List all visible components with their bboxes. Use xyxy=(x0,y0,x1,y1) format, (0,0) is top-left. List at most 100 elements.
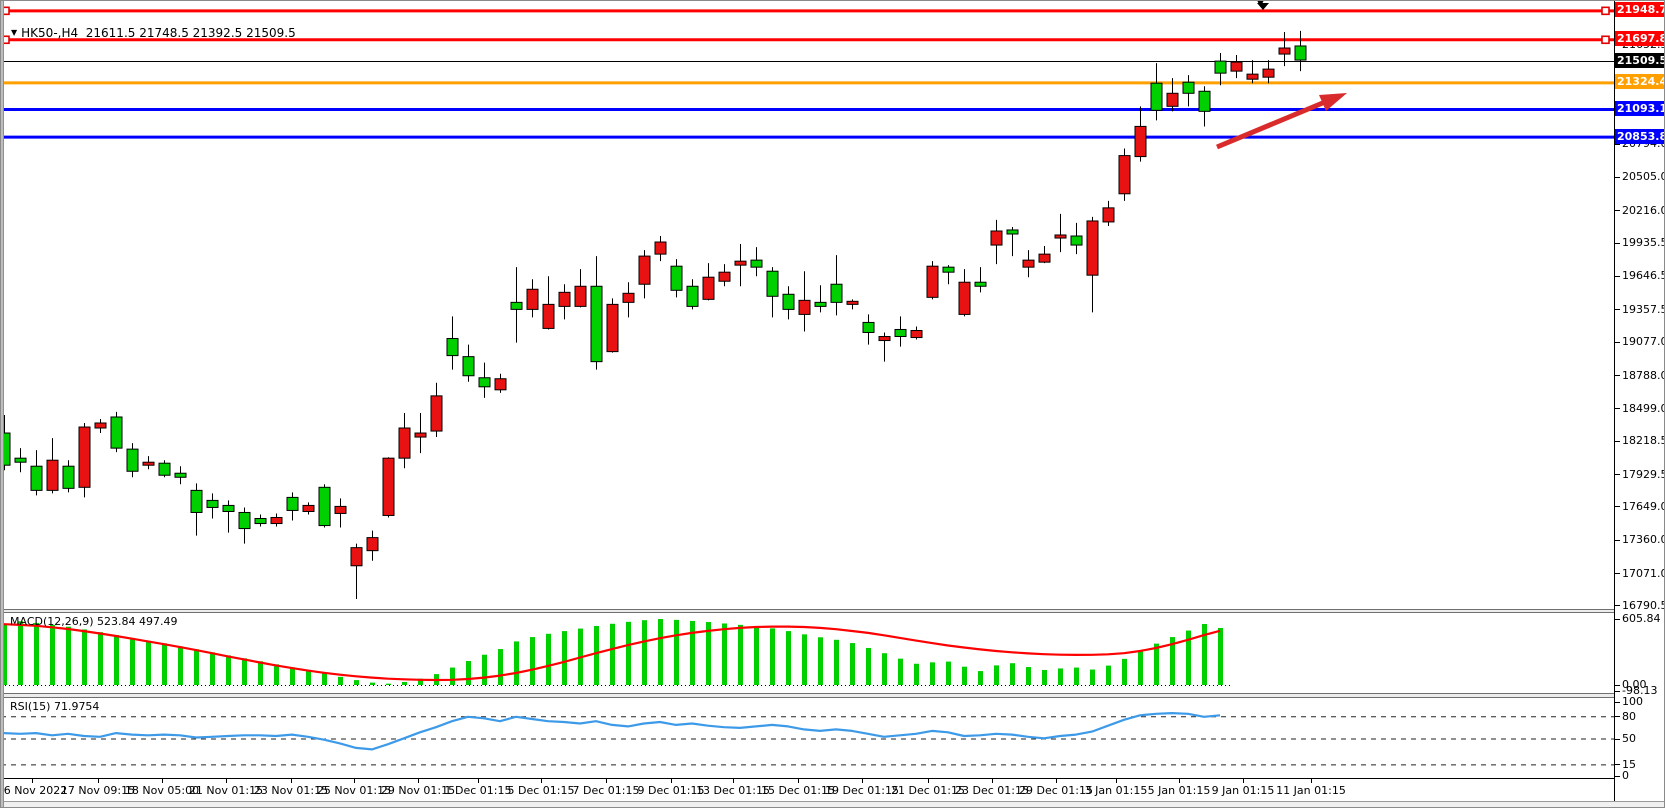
trend-arrow-shaft[interactable] xyxy=(1216,99,1326,150)
candle-bear xyxy=(494,378,507,391)
candle-bear xyxy=(382,457,395,516)
macd-pane-svg[interactable] xyxy=(1,613,1614,693)
rsi-axis-label: 0 xyxy=(1622,769,1629,782)
time-label: 21 Dec 01:15 xyxy=(891,784,965,797)
macd-histogram-bar xyxy=(1218,627,1223,685)
macd-histogram-bar xyxy=(210,652,215,685)
candle-bull xyxy=(766,270,779,297)
macd-histogram-bar xyxy=(1202,623,1207,685)
time-tick-mark xyxy=(1116,779,1117,783)
candle-bull xyxy=(238,511,251,530)
candle-bear xyxy=(334,505,347,514)
candle-bull xyxy=(894,328,907,338)
candle-bear xyxy=(366,537,379,552)
macd-histogram-bar xyxy=(386,683,391,685)
pane-splitter-main-macd[interactable] xyxy=(1,609,1664,613)
candle-bear xyxy=(398,427,411,459)
macd-histogram-bar xyxy=(546,633,551,685)
candle-bear xyxy=(1166,92,1179,107)
hline-handle-right-1[interactable] xyxy=(1601,35,1610,45)
candle-bull xyxy=(254,518,267,525)
price-tick-label: 19357.5 xyxy=(1622,302,1665,316)
price-tick-mark xyxy=(1615,605,1620,606)
candle-bear xyxy=(558,291,571,307)
macd-histogram-bar xyxy=(914,663,919,685)
macd-histogram-bar xyxy=(114,635,119,685)
macd-histogram-bar xyxy=(690,620,695,685)
pane-splitter-macd-rsi[interactable] xyxy=(1,693,1664,698)
price-tick-label: 19077.0 xyxy=(1622,335,1665,349)
candle-bull xyxy=(686,285,699,307)
candle-bull xyxy=(974,281,987,287)
macd-histogram-bar xyxy=(338,676,343,685)
time-label: 19 Dec 01:15 xyxy=(825,784,899,797)
chart-title-ohlc: 21611.5 21748.5 21392.5 21509.5 xyxy=(85,26,296,40)
candle-bull xyxy=(318,486,331,527)
macd-histogram-bar xyxy=(722,623,727,685)
chart-top-marker-icon[interactable]: ▼ xyxy=(1257,0,1264,9)
macd-histogram-bar xyxy=(1154,643,1159,685)
candle-bear xyxy=(350,547,363,567)
price-badge-21948.7: 21948.7 xyxy=(1615,2,1665,17)
time-tick-mark xyxy=(606,779,607,783)
candle-bear xyxy=(302,504,315,512)
price-tick-mark xyxy=(1615,540,1620,541)
macd-histogram-bar xyxy=(258,661,263,685)
price-tick-mark xyxy=(1615,243,1620,244)
candle-bull xyxy=(750,259,763,268)
price-tick-label: 18788.0 xyxy=(1622,368,1665,382)
price-tick-mark xyxy=(1615,474,1620,475)
macd-histogram-bar xyxy=(1122,658,1127,685)
candle-bear xyxy=(622,292,635,303)
price-tick-mark xyxy=(1615,375,1620,376)
price-axis[interactable]: 21652.520794.020505.020216.019935.519646… xyxy=(1614,1,1665,801)
price-tick-label: 20216.0 xyxy=(1622,203,1665,217)
candle-bull xyxy=(782,293,795,310)
rsi-pane-svg[interactable] xyxy=(1,698,1614,778)
hline-handle-right-0[interactable] xyxy=(1601,6,1610,16)
time-tick-mark xyxy=(478,779,479,783)
macd-histogram-bar xyxy=(418,678,423,685)
time-label: 13 Dec 01:15 xyxy=(696,784,770,797)
time-label: 29 Dec 01:15 xyxy=(1019,784,1093,797)
macd-histogram-bar xyxy=(674,619,679,685)
candle-bull xyxy=(1294,45,1307,61)
price-badge-21509.5: 21509.5 xyxy=(1615,53,1665,68)
time-tick-mark xyxy=(1056,779,1057,783)
candle-bear xyxy=(430,395,443,432)
main-chart-svg[interactable] xyxy=(1,1,1614,609)
price-tick-label: 19646.5 xyxy=(1622,269,1665,283)
candle-bull xyxy=(62,465,75,489)
macd-histogram-bar xyxy=(450,667,455,685)
candle-bull xyxy=(446,338,459,357)
macd-histogram-bar xyxy=(226,655,231,685)
candle-bull xyxy=(478,377,491,388)
time-axis[interactable]: 16 Nov 2022 17 Nov 09:15 18 Nov 05:00 21 No… xyxy=(1,778,1664,801)
time-tick-mark xyxy=(354,779,355,783)
price-tick-mark xyxy=(1615,573,1620,574)
trend-arrow-head[interactable] xyxy=(1319,93,1347,111)
macd-histogram-bar xyxy=(706,622,711,685)
candle-bear xyxy=(1038,253,1051,263)
time-label: 5 Dec 01:15 xyxy=(507,784,575,797)
price-tick-mark xyxy=(1615,408,1620,409)
macd-histogram-bar xyxy=(66,626,71,685)
macd-histogram-bar xyxy=(162,643,167,685)
time-tick-mark xyxy=(862,779,863,783)
time-label: 9 Dec 01:15 xyxy=(637,784,705,797)
time-label: 23 Nov 01:15 xyxy=(253,784,329,797)
candle-bear xyxy=(78,426,91,488)
macd-histogram-bar xyxy=(402,681,407,685)
time-tick-mark xyxy=(671,779,672,783)
macd-histogram-bar xyxy=(370,682,375,685)
macd-histogram-bar xyxy=(146,640,151,685)
macd-histogram-bar xyxy=(1170,637,1175,685)
macd-histogram-bar xyxy=(786,631,791,685)
macd-histogram-bar xyxy=(930,662,935,685)
candle-bear xyxy=(1022,259,1035,268)
macd-histogram-bar xyxy=(610,623,615,685)
macd-histogram-bar xyxy=(626,621,631,685)
candle-bear xyxy=(798,299,811,315)
candle-bear xyxy=(606,303,619,353)
time-label: 15 Dec 01:15 xyxy=(761,784,835,797)
